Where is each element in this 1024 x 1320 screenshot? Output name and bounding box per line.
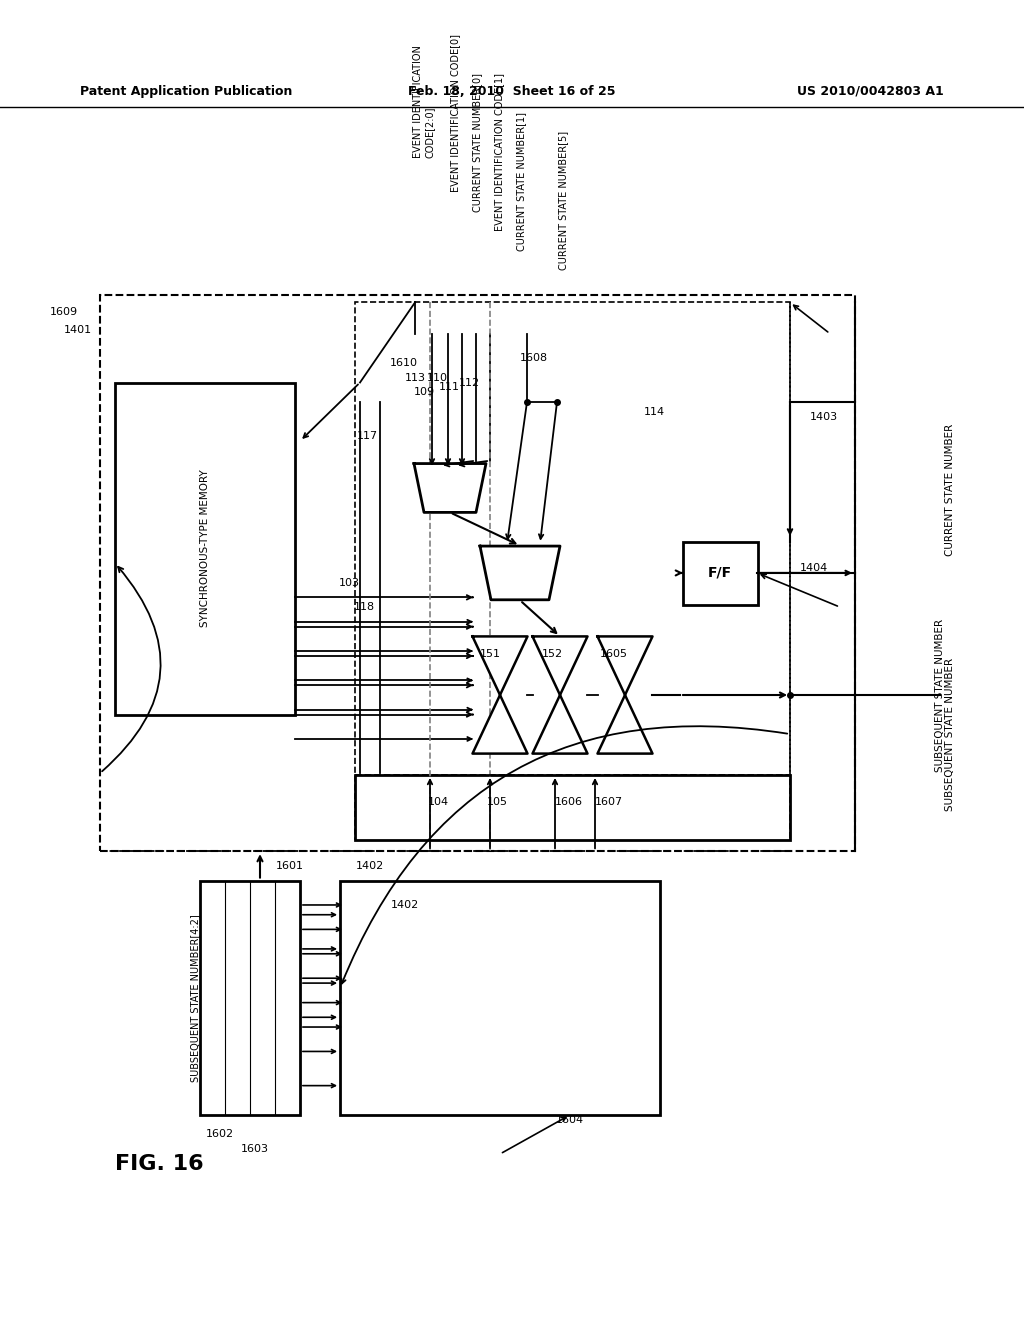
Text: SUBSEQUENT STATE NUMBER[4:2]: SUBSEQUENT STATE NUMBER[4:2]: [190, 913, 200, 1081]
Text: SUBSEQUENT STATE NUMBER: SUBSEQUENT STATE NUMBER: [935, 619, 945, 772]
Text: 1401: 1401: [63, 325, 92, 335]
Text: 1402: 1402: [391, 900, 419, 909]
Bar: [355, 302, 790, 840]
Text: 1603: 1603: [241, 1144, 269, 1154]
Bar: [355, 775, 790, 840]
Text: CURRENT STATE NUMBER[0]: CURRENT STATE NUMBER[0]: [472, 73, 482, 211]
Text: 1606: 1606: [555, 797, 583, 808]
Text: 118: 118: [354, 602, 375, 612]
Text: F/F: F/F: [708, 566, 732, 579]
Text: 1610: 1610: [390, 358, 418, 368]
Text: 1602: 1602: [206, 1130, 234, 1139]
Text: 1605: 1605: [600, 649, 628, 659]
Text: 109: 109: [414, 387, 435, 397]
Text: CURRENT STATE NUMBER: CURRENT STATE NUMBER: [945, 424, 955, 556]
Text: 112: 112: [459, 378, 480, 388]
Polygon shape: [532, 636, 588, 754]
Text: 1403: 1403: [810, 412, 838, 421]
Text: 1404: 1404: [800, 564, 828, 573]
Text: EVENT IDENTIFICATION CODE[1]: EVENT IDENTIFICATION CODE[1]: [494, 73, 504, 231]
Text: 152: 152: [542, 649, 562, 659]
Text: EVENT IDENTIFICATION
CODE[2:0]: EVENT IDENTIFICATION CODE[2:0]: [413, 45, 434, 158]
Bar: [200, 880, 300, 1115]
Text: 1604: 1604: [556, 1115, 584, 1125]
Bar: [340, 880, 660, 1115]
Text: EVENT IDENTIFICATION CODE[0]: EVENT IDENTIFICATION CODE[0]: [450, 34, 460, 193]
Text: 110: 110: [427, 372, 449, 383]
Text: 1609: 1609: [50, 308, 78, 317]
Text: FIG. 16: FIG. 16: [115, 1154, 204, 1173]
Polygon shape: [472, 636, 527, 754]
Text: 103: 103: [339, 578, 360, 587]
Polygon shape: [597, 636, 652, 754]
Text: 104: 104: [427, 797, 449, 808]
Polygon shape: [414, 463, 486, 512]
Text: 1601: 1601: [276, 861, 304, 871]
Text: US 2010/0042803 A1: US 2010/0042803 A1: [798, 84, 944, 98]
Text: 105: 105: [486, 797, 508, 808]
Text: 117: 117: [357, 432, 378, 441]
Text: 111: 111: [439, 383, 460, 392]
Bar: [100, 294, 855, 851]
Text: SUBSEQUENT STATE NUMBER: SUBSEQUENT STATE NUMBER: [945, 657, 955, 810]
Text: 151: 151: [479, 649, 501, 659]
Text: 1608: 1608: [520, 352, 548, 363]
Text: 1607: 1607: [595, 797, 623, 808]
Text: CURRENT STATE NUMBER[5]: CURRENT STATE NUMBER[5]: [558, 131, 568, 271]
Polygon shape: [480, 546, 560, 599]
Text: CURRENT STATE NUMBER[1]: CURRENT STATE NUMBER[1]: [516, 112, 526, 251]
Text: Patent Application Publication: Patent Application Publication: [80, 84, 293, 98]
Bar: [115, 383, 295, 714]
Text: 1402: 1402: [356, 861, 384, 871]
Text: Feb. 18, 2010  Sheet 16 of 25: Feb. 18, 2010 Sheet 16 of 25: [409, 84, 615, 98]
Text: 113: 113: [406, 372, 426, 383]
Text: 114: 114: [644, 407, 666, 417]
Text: SYNCHRONOUS-TYPE MEMORY: SYNCHRONOUS-TYPE MEMORY: [200, 470, 210, 627]
Bar: [683, 541, 758, 605]
